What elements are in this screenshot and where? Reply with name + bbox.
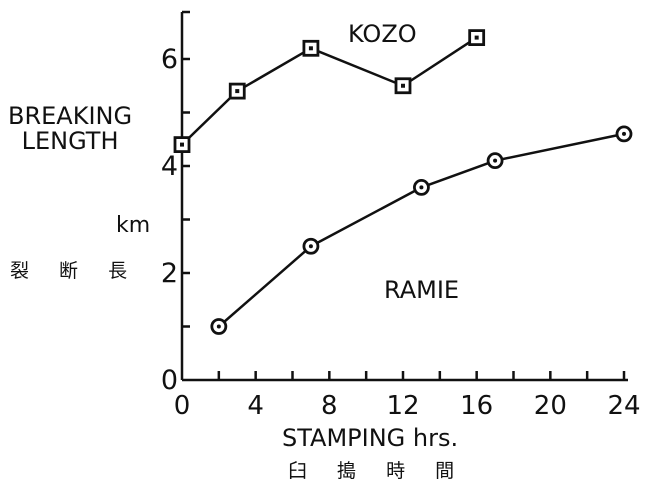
x-tick-label: 8 [321, 391, 338, 421]
y-tick-label: 2 [161, 258, 178, 289]
series-line-kozo [181, 36, 478, 146]
data-point-center [419, 185, 424, 190]
y-tick-label: 4 [161, 151, 178, 182]
x-tick-label: 16 [460, 391, 493, 421]
data-point-center [622, 131, 626, 136]
y-tick-label: 6 [161, 44, 178, 75]
y-axis-label-line1: BREAKING [8, 102, 133, 130]
y-axis-label-jp: 裂 断 長 [10, 260, 140, 282]
x-axis-label: STAMPING hrs. [282, 424, 459, 452]
x-tick-label: 4 [247, 391, 264, 421]
data-point-center [180, 142, 184, 147]
x-axis-label-jp: 臼 搗 時 間 [288, 460, 467, 482]
y-axis-label: BREAKING LENGTH [8, 104, 132, 154]
data-point-center [308, 244, 313, 249]
data-point-center [474, 35, 479, 40]
x-tick-label: 24 [607, 391, 640, 421]
y-axis-label-line2: LENGTH [21, 127, 119, 155]
series-layer [173, 29, 633, 335]
data-point-center [493, 158, 498, 163]
data-point-center [235, 89, 240, 94]
series-label-ramie: RAMIE [384, 276, 460, 304]
series-label-kozo: KOZO [348, 20, 417, 48]
y-axis-unit: km [116, 213, 151, 238]
x-tick-label: 20 [534, 391, 567, 421]
data-point-center [308, 46, 313, 51]
data-point-center [401, 83, 405, 88]
y-tick-label: 0 [161, 365, 178, 396]
data-point-center [216, 324, 221, 329]
x-tick-label: 12 [386, 391, 419, 421]
x-tick-label: 0 [174, 391, 191, 421]
